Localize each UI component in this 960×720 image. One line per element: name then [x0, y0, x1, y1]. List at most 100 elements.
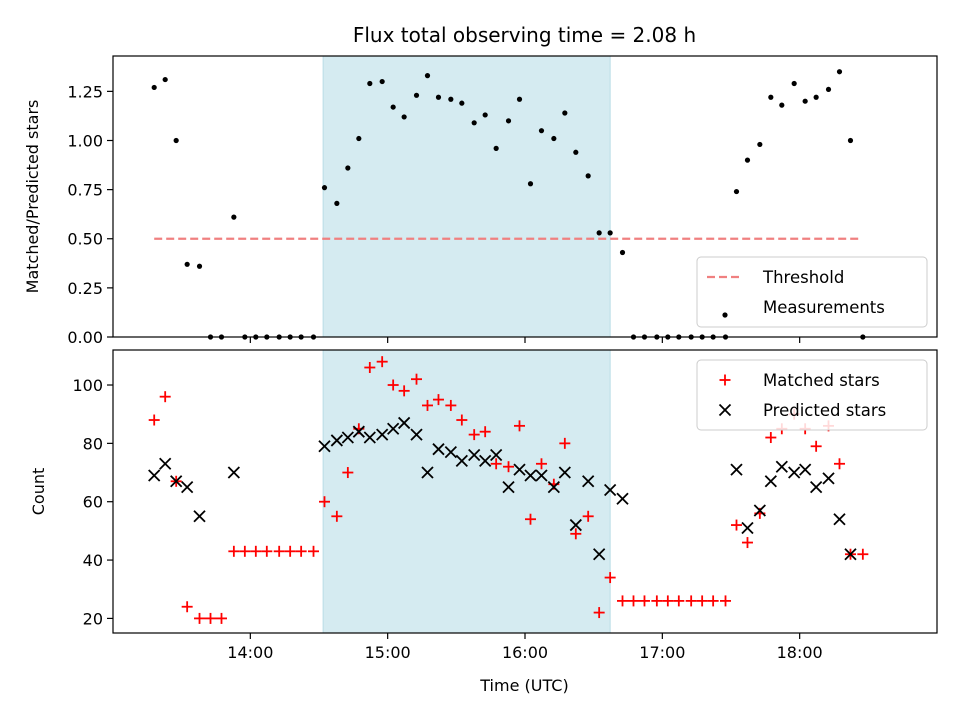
x-b	[502, 480, 515, 494]
y-tick-label: 0.25	[67, 279, 103, 298]
measurement-point	[825, 86, 832, 93]
measurement-point	[757, 141, 763, 148]
matched-star-point	[810, 440, 822, 452]
predicted-star-point	[376, 428, 389, 441]
x-b	[455, 454, 468, 468]
x-b	[376, 428, 389, 441]
predicted-star-point	[741, 521, 754, 535]
predicted-star-point	[490, 448, 503, 462]
predicted-star-point	[822, 472, 835, 485]
matched-star-point	[857, 548, 869, 560]
matched-star-point	[730, 519, 742, 531]
matched-star-point	[514, 420, 526, 432]
predicted-star-point	[810, 480, 823, 494]
matched-star-point	[411, 373, 423, 385]
legend-x-b	[718, 403, 732, 417]
measurement-point	[505, 118, 512, 124]
x-b	[193, 510, 206, 523]
y-axis-label: Matched/Predicted stars	[23, 100, 42, 294]
x-b	[227, 466, 240, 479]
matched-star-point	[559, 437, 571, 449]
measurement-point	[162, 76, 168, 83]
matched-star-point	[205, 612, 217, 624]
predicted-star-point	[479, 454, 492, 468]
x-tick-label: 15:00	[365, 643, 411, 662]
matched-star-point	[604, 572, 616, 584]
matched-star-point	[364, 362, 376, 374]
x-b	[398, 416, 411, 430]
measurement-point	[321, 185, 328, 191]
predicted-star-point	[788, 466, 801, 479]
measurement-point	[847, 137, 854, 144]
x-b	[535, 469, 548, 482]
x-b	[582, 475, 595, 488]
y-axis-label: Count	[29, 468, 48, 516]
matched-star-point	[318, 496, 330, 508]
x-b	[822, 472, 835, 485]
matched-star-point	[479, 426, 491, 438]
predicted-star-point	[468, 448, 481, 462]
predicted-star-point	[330, 434, 343, 447]
measurement-point	[151, 84, 157, 91]
predicted-star-point	[558, 466, 571, 479]
predicted-star-point	[352, 425, 365, 438]
predicted-star-point	[398, 416, 411, 430]
matched-star-point	[239, 545, 251, 557]
measurement-point	[802, 98, 808, 104]
measurement-point	[585, 173, 591, 179]
x-b	[421, 466, 434, 479]
matched-star-point	[376, 356, 388, 368]
x-b	[616, 492, 629, 505]
predicted-star-point	[775, 460, 788, 473]
x-b	[764, 475, 777, 488]
matched-star-point	[673, 595, 685, 607]
matched-star-point	[524, 513, 536, 525]
x-b	[513, 463, 526, 476]
matched-star-point	[284, 545, 296, 557]
x-tick-label: 18:00	[777, 643, 823, 662]
matched-star-point	[295, 545, 307, 557]
measurement-point	[527, 181, 534, 187]
matched-star-point	[273, 545, 285, 557]
x-b	[547, 480, 560, 494]
matched-star-point	[215, 612, 227, 624]
x-axis-label: Time (UTC)	[479, 676, 568, 695]
predicted-star-point	[502, 480, 515, 494]
predicted-star-point	[524, 469, 537, 482]
measurement-point	[367, 80, 373, 87]
matched-star-point	[261, 545, 273, 557]
matched-star-point	[159, 391, 171, 403]
x-b	[363, 431, 376, 444]
x-b	[569, 518, 582, 532]
x-b	[159, 457, 172, 470]
y-tick-label: 80	[83, 434, 103, 453]
matched-star-point	[331, 510, 343, 522]
measurement-point	[791, 80, 797, 87]
observing-span	[322, 349, 611, 634]
x-b	[593, 548, 606, 561]
measurement-point	[231, 214, 237, 220]
legend: Threshold Measurements	[696, 256, 928, 328]
measurement-point	[516, 96, 523, 102]
matched-star-point	[720, 595, 732, 607]
measurement-point	[551, 135, 557, 142]
matched-star-point	[627, 595, 639, 607]
chart-title: Flux total observing time = 2.08 h	[353, 23, 696, 47]
y-tick-label: 20	[83, 609, 103, 628]
measurement-point	[573, 149, 579, 155]
x-b	[479, 454, 492, 468]
x-b	[810, 480, 823, 494]
x-b	[318, 440, 331, 453]
matched-star-point	[765, 432, 777, 444]
matched-star-point	[503, 461, 515, 473]
y-tick-label: 0.00	[67, 328, 103, 347]
matched-star-point	[398, 385, 410, 397]
legend-label: Measurements	[763, 298, 885, 317]
predicted-star-point	[844, 548, 857, 561]
x-b	[181, 480, 194, 494]
count-panel: 20 40 60 80 100 14:00 15:00 16:00 17:00 18:00 Coun…	[29, 349, 938, 662]
measurement-point	[607, 230, 613, 236]
matched-star-point	[490, 458, 502, 470]
x-b	[741, 521, 754, 535]
matched-star-point	[228, 545, 240, 557]
